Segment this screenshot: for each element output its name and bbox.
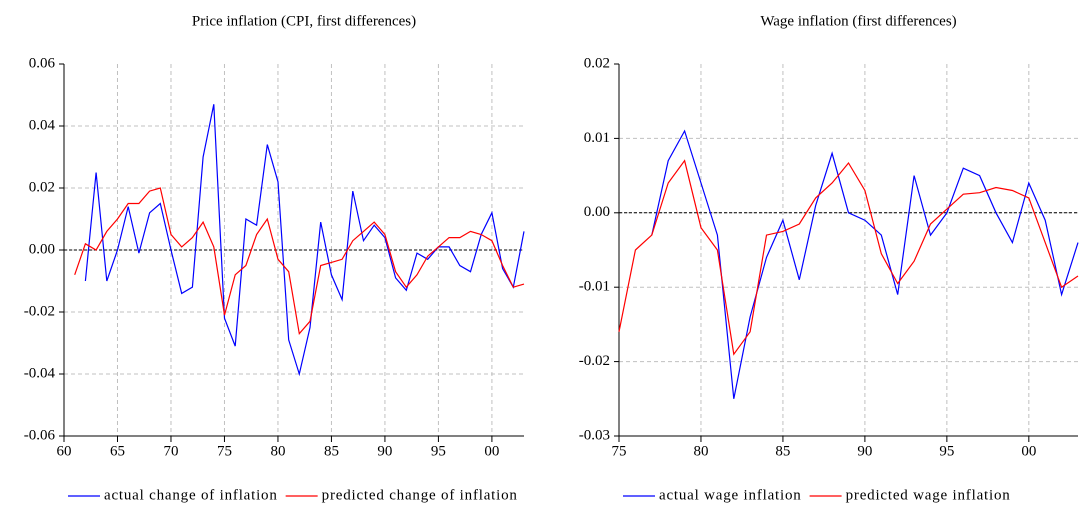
- legend-label: predicted wage inflation: [846, 487, 1011, 503]
- x-tick-label: 85: [775, 443, 790, 459]
- x-tick-label: 00: [484, 443, 499, 459]
- x-tick-label: 75: [612, 443, 627, 459]
- x-tick-label: 90: [857, 443, 872, 459]
- chart-title: Wage inflation (first differences): [760, 13, 956, 29]
- legend-label: actual wage inflation: [659, 487, 802, 503]
- y-tick-label: 0.00: [584, 204, 610, 220]
- y-tick-label: -0.01: [579, 279, 610, 295]
- x-tick-label: 85: [324, 443, 339, 459]
- y-tick-label: 0.06: [29, 55, 56, 71]
- series-line: [651, 129, 1079, 399]
- y-tick-label: 0.02: [584, 55, 610, 71]
- x-tick-label: 00: [1021, 443, 1036, 459]
- y-tick-label: 0.00: [29, 241, 55, 257]
- y-tick-label: 0.02: [29, 179, 55, 195]
- x-tick-label: 80: [270, 443, 285, 459]
- y-tick-label: -0.04: [24, 365, 56, 381]
- y-tick-label: -0.02: [24, 303, 55, 319]
- x-tick-label: 75: [217, 443, 232, 459]
- y-tick-label: 0.04: [29, 117, 56, 133]
- x-tick-label: 65: [110, 443, 125, 459]
- series-line: [74, 187, 525, 336]
- y-tick-label: -0.03: [579, 427, 610, 443]
- x-tick-label: 80: [693, 443, 708, 459]
- x-tick-label: 90: [377, 443, 392, 459]
- x-tick-label: 70: [163, 443, 178, 459]
- series-line: [84, 104, 525, 377]
- x-tick-label: 95: [431, 443, 446, 459]
- y-tick-label: -0.06: [24, 427, 56, 443]
- x-tick-label: 60: [57, 443, 72, 459]
- series-line: [618, 159, 1079, 356]
- y-tick-label: -0.02: [579, 353, 610, 369]
- y-tick-label: 0.01: [584, 130, 610, 146]
- legend-label: actual change of inflation: [104, 487, 278, 503]
- chart-title: Price inflation (CPI, first differences): [192, 13, 416, 29]
- legend-label: predicted change of inflation: [322, 487, 518, 503]
- x-tick-label: 95: [939, 443, 954, 459]
